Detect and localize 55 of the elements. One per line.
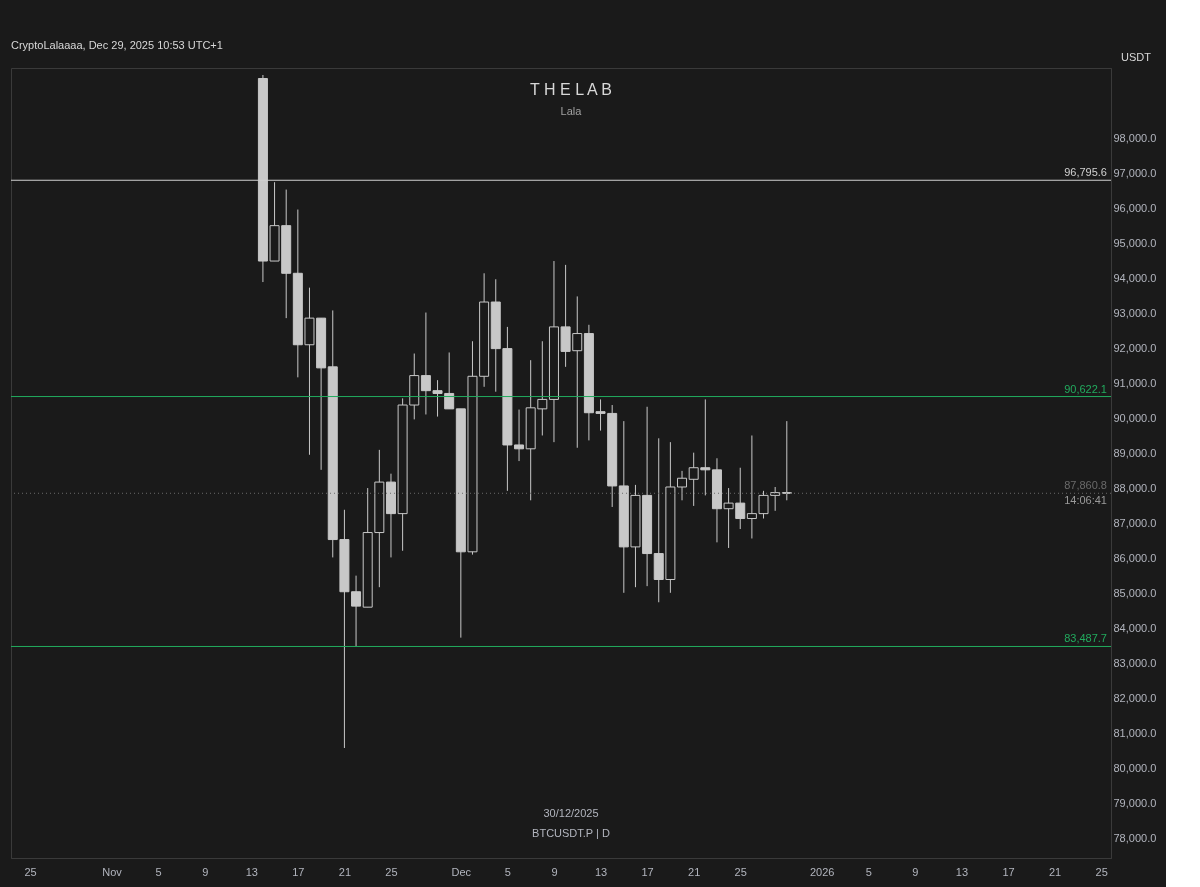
annotation: 30/12/2025 [543, 807, 599, 819]
y-tick-label: 86,000.0 [1113, 551, 1157, 564]
y-tick-label: 79,000.0 [1113, 797, 1157, 810]
y-tick-label: 95,000.0 [1113, 236, 1157, 249]
text: Lala [560, 105, 583, 117]
y-tick-label: 78,000.0 [1113, 832, 1157, 845]
annotation: 14:06:41 [1064, 494, 1107, 507]
y-tick-label: 90,000.0 [1113, 411, 1157, 424]
y-tick-label: 92,000.0 [1113, 341, 1157, 354]
x-tick-label: 13 [245, 865, 258, 878]
y-axis-title: USDT [1121, 51, 1152, 63]
x-tick-label: 21 [1048, 865, 1062, 878]
x-tick-label: 17 [641, 865, 654, 878]
y-tick-label: 82,000.0 [1113, 692, 1157, 705]
y-tick-label: 97,000.0 [1113, 166, 1157, 179]
x-tick-label: 25 [734, 865, 747, 878]
x-tick-label: 21 [688, 865, 701, 878]
x-tick-label: 17 [1002, 865, 1015, 878]
annotation: BTCUSDT.P | D [532, 827, 610, 839]
x-tick-label: 17 [292, 865, 305, 878]
y-tick-label: 91,000.0 [1113, 376, 1157, 389]
y-tick-label: 94,000.0 [1113, 271, 1157, 284]
y-tick-label: 93,000.0 [1113, 306, 1157, 319]
x-tick-label: 5 [155, 865, 162, 878]
x-tick-label: Dec [451, 865, 472, 878]
y-tick-label: 88,000.0 [1113, 481, 1157, 494]
text: T H E L A B [530, 81, 612, 98]
x-tick-label: 25 [24, 865, 37, 878]
y-tick-label: 83,000.0 [1113, 657, 1157, 670]
text: CryptoLalaaaa, Dec 29, 2025 10:53 UTC+1 [11, 39, 223, 51]
candlestick [781, 420, 792, 501]
ref-line-label: 83,487.7 [1064, 632, 1107, 645]
x-tick-label: 9 [551, 865, 558, 878]
y-tick-label: 96,000.0 [1113, 201, 1157, 214]
x-tick-label: Nov [102, 865, 123, 878]
y-tick-label: 89,000.0 [1113, 446, 1157, 459]
x-tick-label: 13 [594, 865, 608, 878]
y-tick-label: 87,000.0 [1113, 516, 1157, 529]
y-tick-label: 81,000.0 [1113, 727, 1157, 740]
x-tick-label: 21 [338, 865, 352, 878]
y-tick-label: 98,000.0 [1113, 131, 1157, 144]
y-tick-label: 84,000.0 [1113, 622, 1157, 635]
x-tick-label: 5 [865, 865, 872, 878]
ref-line-label: 90,622.1 [1064, 382, 1107, 395]
x-tick-label: 5 [504, 865, 511, 878]
ref-line-label: 96,795.6 [1064, 166, 1107, 179]
y-tick-label: 80,000.0 [1113, 762, 1157, 775]
x-tick-label: 9 [912, 865, 919, 878]
y-tick-label: 85,000.0 [1113, 587, 1157, 599]
x-tick-label: 13 [955, 865, 969, 878]
x-tick-label: 9 [202, 865, 209, 878]
ref-line-label: 87,860.8 [1064, 479, 1107, 492]
x-tick-label: 25 [1095, 865, 1108, 878]
x-tick-label: 2026 [809, 865, 835, 878]
x-tick-label: 25 [385, 865, 398, 878]
